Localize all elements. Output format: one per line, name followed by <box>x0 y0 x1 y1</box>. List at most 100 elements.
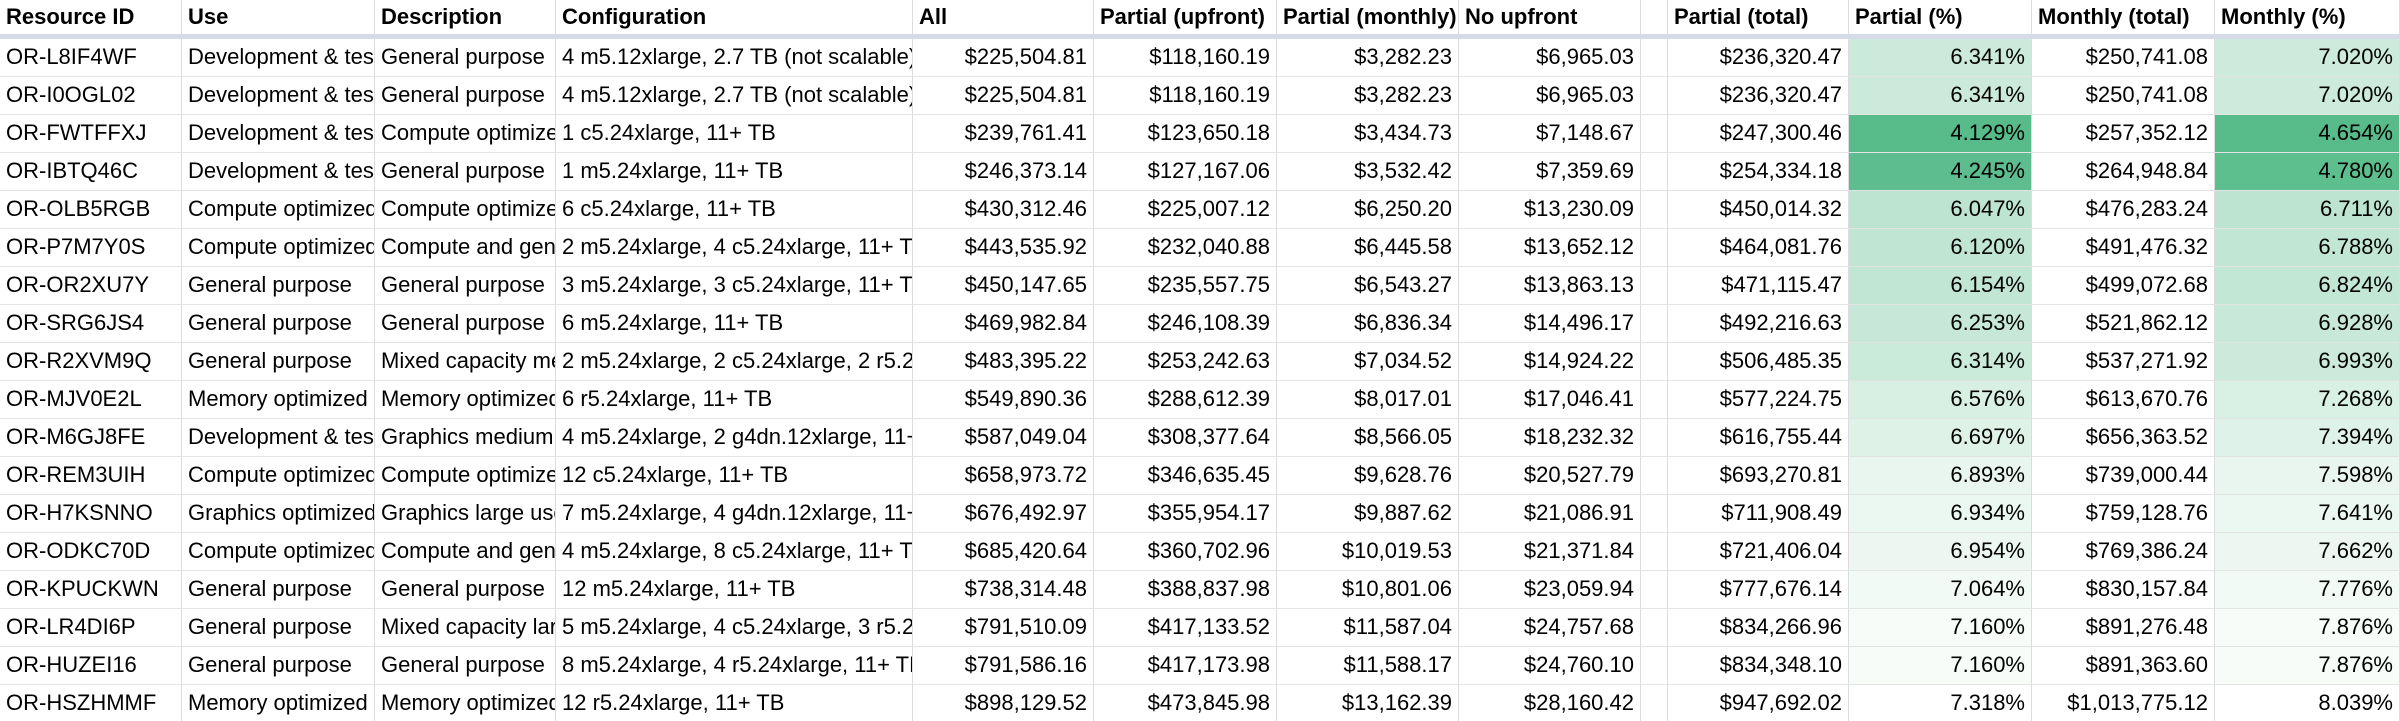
cell-configuration[interactable]: 2 m5.24xlarge, 2 c5.24xlarge, 2 r5.24xla… <box>556 343 913 381</box>
cell-use[interactable]: General purpose <box>182 305 375 343</box>
cell-partial-upfront[interactable]: $417,173.98 <box>1094 647 1277 685</box>
cell-partial-upfront[interactable]: $388,837.98 <box>1094 571 1277 609</box>
cell-spacer[interactable] <box>1641 39 1668 77</box>
cell-partial-pct[interactable]: 7.160% <box>1849 609 2032 647</box>
cell-no-upfront[interactable]: $6,965.03 <box>1459 77 1641 115</box>
cell-partial-upfront[interactable]: $346,635.45 <box>1094 457 1277 495</box>
cell-configuration[interactable]: 5 m5.24xlarge, 4 c5.24xlarge, 3 r5.24xla… <box>556 609 913 647</box>
cell-partial-pct[interactable]: 6.314% <box>1849 343 2032 381</box>
cell-spacer[interactable] <box>1641 685 1668 721</box>
cell-all[interactable]: $587,049.04 <box>913 419 1094 457</box>
cell-partial-total[interactable]: $254,334.18 <box>1668 153 1849 191</box>
cell-use[interactable]: Development & test <box>182 39 375 77</box>
cell-partial-pct[interactable]: 6.954% <box>1849 533 2032 571</box>
cell-partial-total[interactable]: $693,270.81 <box>1668 457 1849 495</box>
cell-partial-upfront[interactable]: $355,954.17 <box>1094 495 1277 533</box>
cell-description[interactable]: Memory optimized <box>375 381 556 419</box>
cell-spacer[interactable] <box>1641 343 1668 381</box>
cell-partial-upfront[interactable]: $123,650.18 <box>1094 115 1277 153</box>
cell-monthly-total[interactable]: $537,271.92 <box>2032 343 2215 381</box>
cell-description[interactable]: Compute optimized <box>375 115 556 153</box>
cell-no-upfront[interactable]: $21,086.91 <box>1459 495 1641 533</box>
cell-spacer[interactable] <box>1641 609 1668 647</box>
cell-partial-total[interactable]: $777,676.14 <box>1668 571 1849 609</box>
cell-description[interactable]: General purpose <box>375 267 556 305</box>
cell-partial-pct[interactable]: 6.253% <box>1849 305 2032 343</box>
cell-monthly-pct[interactable]: 6.993% <box>2215 343 2400 381</box>
header-no-upfront[interactable]: No upfront <box>1459 0 1641 34</box>
cell-partial-monthly[interactable]: $3,532.42 <box>1277 153 1459 191</box>
cell-description[interactable]: Graphics medium <box>375 419 556 457</box>
cell-no-upfront[interactable]: $14,924.22 <box>1459 343 1641 381</box>
cell-partial-upfront[interactable]: $360,702.96 <box>1094 533 1277 571</box>
cell-description[interactable]: Compute optimized <box>375 191 556 229</box>
cell-monthly-total[interactable]: $769,386.24 <box>2032 533 2215 571</box>
cell-configuration[interactable]: 2 m5.24xlarge, 4 c5.24xlarge, 11+ TB <box>556 229 913 267</box>
cell-partial-total[interactable]: $247,300.46 <box>1668 115 1849 153</box>
cell-all[interactable]: $469,982.84 <box>913 305 1094 343</box>
cell-partial-monthly[interactable]: $6,543.27 <box>1277 267 1459 305</box>
header-all[interactable]: All <box>913 0 1094 34</box>
cell-no-upfront[interactable]: $18,232.32 <box>1459 419 1641 457</box>
cell-resource-id[interactable]: OR-R2XVM9Q <box>0 343 182 381</box>
cell-partial-monthly[interactable]: $8,017.01 <box>1277 381 1459 419</box>
cell-all[interactable]: $676,492.97 <box>913 495 1094 533</box>
cell-use[interactable]: Development & test <box>182 77 375 115</box>
cell-no-upfront[interactable]: $13,652.12 <box>1459 229 1641 267</box>
cell-use[interactable]: Memory optimized <box>182 381 375 419</box>
cell-partial-pct[interactable]: 7.160% <box>1849 647 2032 685</box>
cell-no-upfront[interactable]: $13,230.09 <box>1459 191 1641 229</box>
cell-partial-monthly[interactable]: $6,250.20 <box>1277 191 1459 229</box>
cell-monthly-total[interactable]: $1,013,775.12 <box>2032 685 2215 721</box>
cell-description[interactable]: General purpose <box>375 647 556 685</box>
cell-no-upfront[interactable]: $17,046.41 <box>1459 381 1641 419</box>
cell-configuration[interactable]: 4 m5.24xlarge, 2 g4dn.12xlarge, 11+ TB <box>556 419 913 457</box>
cell-resource-id[interactable]: OR-ODKC70D <box>0 533 182 571</box>
cell-configuration[interactable]: 3 m5.24xlarge, 3 c5.24xlarge, 11+ TB <box>556 267 913 305</box>
header-spacer[interactable] <box>1641 0 1668 34</box>
cell-monthly-pct[interactable]: 6.788% <box>2215 229 2400 267</box>
cell-use[interactable]: Compute optimized <box>182 229 375 267</box>
cell-monthly-pct[interactable]: 6.928% <box>2215 305 2400 343</box>
cell-resource-id[interactable]: OR-FWTFFXJ <box>0 115 182 153</box>
cell-all[interactable]: $246,373.14 <box>913 153 1094 191</box>
cell-no-upfront[interactable]: $6,965.03 <box>1459 39 1641 77</box>
cell-partial-upfront[interactable]: $246,108.39 <box>1094 305 1277 343</box>
cell-configuration[interactable]: 4 m5.24xlarge, 8 c5.24xlarge, 11+ TB <box>556 533 913 571</box>
cell-spacer[interactable] <box>1641 115 1668 153</box>
cell-monthly-pct[interactable]: 6.824% <box>2215 267 2400 305</box>
cell-monthly-pct[interactable]: 7.598% <box>2215 457 2400 495</box>
cell-monthly-pct[interactable]: 8.039% <box>2215 685 2400 721</box>
cell-partial-monthly[interactable]: $6,836.34 <box>1277 305 1459 343</box>
cell-all[interactable]: $685,420.64 <box>913 533 1094 571</box>
cell-partial-upfront[interactable]: $235,557.75 <box>1094 267 1277 305</box>
cell-monthly-total[interactable]: $476,283.24 <box>2032 191 2215 229</box>
cell-monthly-total[interactable]: $499,072.68 <box>2032 267 2215 305</box>
cell-use[interactable]: General purpose <box>182 647 375 685</box>
cell-use[interactable]: Memory optimized <box>182 685 375 721</box>
cell-resource-id[interactable]: OR-KPUCKWN <box>0 571 182 609</box>
cell-all[interactable]: $898,129.52 <box>913 685 1094 721</box>
cell-description[interactable]: General purpose <box>375 153 556 191</box>
cell-use[interactable]: General purpose <box>182 267 375 305</box>
cell-all[interactable]: $225,504.81 <box>913 77 1094 115</box>
cell-partial-upfront[interactable]: $417,133.52 <box>1094 609 1277 647</box>
cell-all[interactable]: $225,504.81 <box>913 39 1094 77</box>
cell-resource-id[interactable]: OR-P7M7Y0S <box>0 229 182 267</box>
cell-partial-pct[interactable]: 6.047% <box>1849 191 2032 229</box>
cell-partial-monthly[interactable]: $11,587.04 <box>1277 609 1459 647</box>
cell-spacer[interactable] <box>1641 191 1668 229</box>
cell-monthly-pct[interactable]: 7.020% <box>2215 77 2400 115</box>
cell-partial-upfront[interactable]: $308,377.64 <box>1094 419 1277 457</box>
cell-monthly-total[interactable]: $891,276.48 <box>2032 609 2215 647</box>
cell-no-upfront[interactable]: $24,757.68 <box>1459 609 1641 647</box>
cell-spacer[interactable] <box>1641 153 1668 191</box>
cell-monthly-pct[interactable]: 7.394% <box>2215 419 2400 457</box>
cell-all[interactable]: $791,510.09 <box>913 609 1094 647</box>
cell-monthly-total[interactable]: $264,948.84 <box>2032 153 2215 191</box>
cell-partial-total[interactable]: $492,216.63 <box>1668 305 1849 343</box>
cell-partial-upfront[interactable]: $288,612.39 <box>1094 381 1277 419</box>
cell-monthly-total[interactable]: $656,363.52 <box>2032 419 2215 457</box>
cell-partial-total[interactable]: $471,115.47 <box>1668 267 1849 305</box>
